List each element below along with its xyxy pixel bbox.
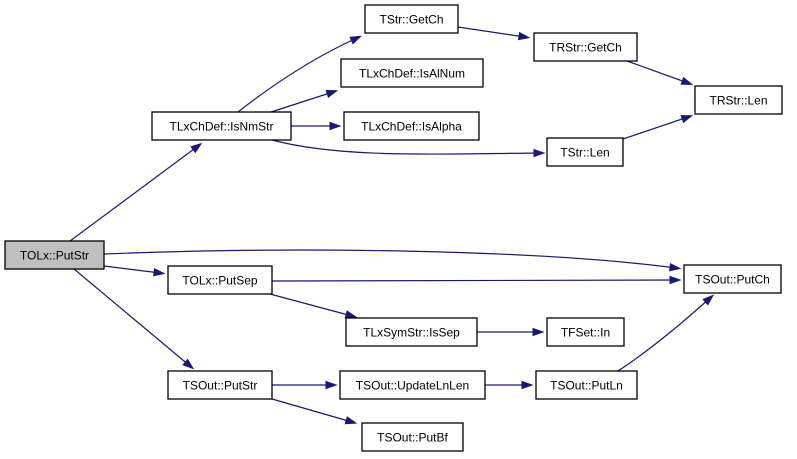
node-label: TOLx::PutSep [182,274,257,288]
node-putln[interactable]: TSOut::PutLn [535,370,638,400]
node-box [364,4,459,34]
edge-tsout_putstr-updatelnlen [272,380,338,390]
node-label: TRStr::Len [709,94,767,108]
edge-isnmstr-tstr_getch [237,35,362,113]
arrowhead-icon [182,358,195,370]
edge-putsep-issep [269,293,358,319]
edge-tstr_len-trstr_len [622,115,694,140]
node-tstr-getch[interactable]: TStr::GetCh [364,4,459,34]
arrowhead-icon [190,142,203,154]
arrowhead-icon [669,275,682,285]
node-box [4,240,105,270]
node-putsep[interactable]: TOLx::PutSep [167,265,273,295]
edge-putln-putch [617,294,715,372]
arrowhead-icon [669,263,682,272]
node-putbf[interactable]: TSOut::PutBf [361,422,464,452]
node-updatelnlen[interactable]: TSOut::UpdateLnLen [339,370,486,400]
node-label: TSOut::PutLn [550,379,623,393]
edge-trstr_getch-trstr_len [626,60,694,85]
node-label: TLxSymStr::IsSep [363,326,460,340]
arrowhead-icon [325,380,338,390]
node-label: TLxChDef::IsNmStr [169,120,273,134]
edge-tstr_getch-trstr_getch [457,26,531,41]
node-label: TOLx::PutStr [20,249,89,263]
node-box [535,370,638,400]
node-box [533,32,638,62]
node-label: TSOut::PutBf [377,431,448,445]
node-label: TRStr::GetCh [549,41,622,55]
node-trstr-len[interactable]: TRStr::Len [694,85,783,115]
edge-putstr-putsep [103,265,166,277]
node-isalnum[interactable]: TLxChDef::IsAlNum [340,58,484,88]
node-box [167,265,273,295]
arrowhead-icon [153,268,166,277]
node-box [339,370,486,400]
node-label: TLxChDef::IsAlpha [361,120,462,134]
edge-putstr-isnmstr [69,142,203,242]
edge-putsep-putch [271,275,682,285]
node-box [361,422,464,452]
edge-updatelnlen-putln [485,380,534,390]
arrowhead-icon [325,89,339,98]
edge-issep-tfset_in [477,327,545,337]
node-putstr[interactable]: TOLx::PutStr [4,240,105,270]
edge-isnmstr-isalpha [291,121,342,131]
node-issep[interactable]: TLxSymStr::IsSep [345,317,478,347]
node-label: TStr::Len [560,146,609,160]
node-tfset-in[interactable]: TFSet::In [546,317,625,347]
edge-tsout_putstr-putbf [271,398,358,425]
edge-isnmstr-isalnum [270,89,339,113]
node-box [167,370,273,400]
arrowhead-icon [680,76,694,85]
node-box [694,85,783,115]
node-box [683,264,782,294]
node-isnmstr[interactable]: TLxChDef::IsNmStr [151,111,292,141]
arrowhead-icon [521,380,534,390]
node-box [345,317,478,347]
node-box [546,317,625,347]
edge-putstr-tsout_putstr [73,268,195,370]
arrowhead-icon [702,294,715,306]
node-label: TSOut::PutStr [183,379,258,393]
node-box [343,111,480,141]
node-label: TSOut::PutCh [695,273,770,287]
node-label: TLxChDef::IsAlNum [359,67,465,81]
arrowhead-icon [532,327,545,337]
node-box [546,137,624,167]
arrowhead-icon [533,148,546,158]
arrowhead-icon [517,31,531,41]
arrowhead-icon [329,121,342,131]
node-putch[interactable]: TSOut::PutCh [683,264,782,294]
arrowhead-icon [344,310,358,319]
node-box [151,111,292,141]
node-box [340,58,484,88]
node-label: TFSet::In [561,326,610,340]
node-label: TStr::GetCh [379,13,443,27]
node-trstr-getch[interactable]: TRStr::GetCh [533,32,638,62]
arrowhead-icon [349,35,362,45]
edge-isnmstr-tstr_len [271,139,546,158]
node-tsout-putstr[interactable]: TSOut::PutStr [167,370,273,400]
edge-putstr-putch [103,249,682,272]
arrowhead-icon [344,416,358,425]
node-isalpha[interactable]: TLxChDef::IsAlpha [343,111,480,141]
arrowhead-icon [680,115,694,124]
node-label: TSOut::UpdateLnLen [356,379,469,393]
node-tstr-len[interactable]: TStr::Len [546,137,624,167]
